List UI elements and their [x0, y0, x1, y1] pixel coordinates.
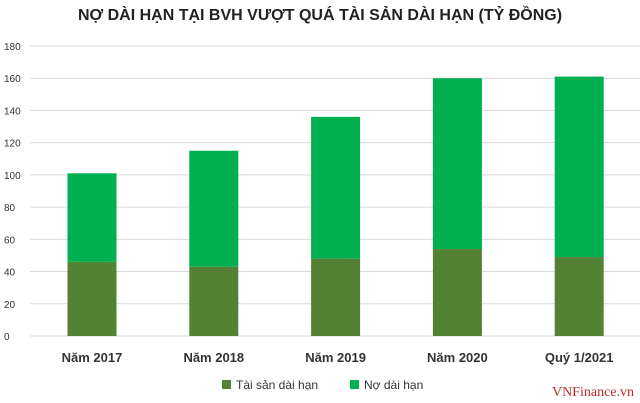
y-tick-label: 100 [4, 171, 21, 182]
y-tick-label: 80 [4, 203, 16, 214]
bar-tai-san-3 [432, 249, 482, 336]
legend-label: Tài sản dài hạn [236, 378, 318, 392]
y-tick-label: 40 [4, 268, 16, 279]
x-tick-label: Năm 2018 [183, 350, 244, 365]
x-tick-label: Năm 2017 [62, 350, 123, 365]
y-tick-label: 60 [4, 235, 16, 246]
bar-tai-san-4 [554, 257, 604, 336]
y-tick-label: 0 [4, 332, 10, 343]
legend-swatch [350, 380, 359, 389]
bar-no-4 [554, 76, 604, 258]
chart-title: NỢ DÀI HẠN TẠI BVH VƯỢT QUÁ TÀI SẢN DÀI … [77, 7, 563, 24]
bar-tai-san-2 [311, 258, 361, 336]
bar-no-1 [189, 150, 239, 267]
bar-no-2 [311, 116, 361, 259]
y-tick-label: 160 [4, 74, 21, 85]
y-tick-label: 140 [4, 106, 21, 117]
bar-tai-san-0 [67, 261, 117, 336]
legend-swatch [222, 380, 231, 389]
bar-no-3 [432, 78, 482, 249]
bar-no-0 [67, 173, 117, 262]
watermark: VNFinance.vn [551, 385, 634, 400]
x-tick-label: Quý 1/2021 [545, 350, 614, 365]
y-tick-label: 180 [4, 42, 21, 53]
y-tick-label: 120 [4, 139, 21, 150]
x-tick-label: Năm 2019 [305, 350, 366, 365]
x-tick-label: Năm 2020 [427, 350, 488, 365]
legend-label: Nợ dài hạn [364, 378, 423, 392]
bar-tai-san-1 [189, 266, 239, 336]
y-tick-label: 20 [4, 300, 16, 311]
